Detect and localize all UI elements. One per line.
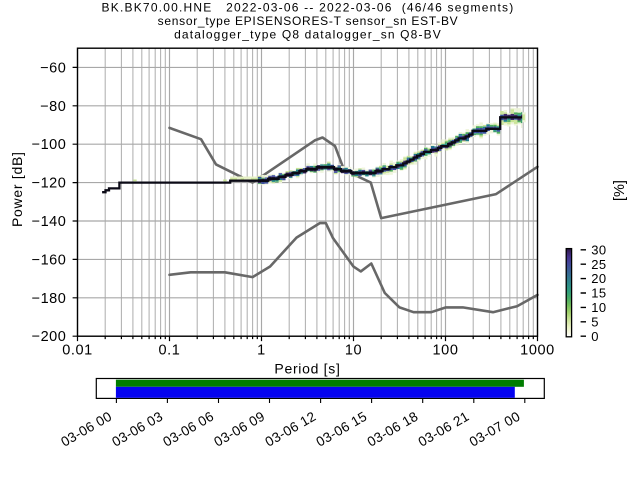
svg-text:−100: −100 — [32, 137, 67, 153]
svg-text:100: 100 — [433, 343, 459, 359]
svg-text:15: 15 — [591, 286, 606, 301]
svg-text:30: 30 — [591, 242, 606, 257]
svg-text:Power [dB]: Power [dB] — [9, 151, 25, 227]
svg-text:1000: 1000 — [520, 343, 555, 359]
svg-text:25: 25 — [591, 257, 606, 272]
svg-text:−160: −160 — [32, 252, 67, 268]
svg-text:−200: −200 — [32, 329, 67, 345]
svg-text:10: 10 — [345, 343, 362, 359]
svg-text:sensor_type EPISENSORES-T sens: sensor_type EPISENSORES-T sensor_sn EST-… — [158, 14, 459, 28]
svg-text:0: 0 — [591, 329, 599, 344]
svg-text:0.01: 0.01 — [62, 343, 93, 359]
svg-text:10: 10 — [591, 300, 606, 315]
svg-text:5: 5 — [591, 314, 599, 329]
svg-text:−80: −80 — [40, 99, 66, 115]
svg-text:datalogger_type Q8 datalogger_: datalogger_type Q8 datalogger_sn Q8-BV — [174, 28, 442, 42]
svg-text:−120: −120 — [32, 176, 67, 192]
svg-text:Period [s]: Period [s] — [274, 361, 340, 377]
svg-text:20: 20 — [591, 271, 606, 286]
svg-text:[%]: [%] — [612, 180, 628, 201]
svg-text:1: 1 — [257, 343, 266, 359]
svg-text:0.1: 0.1 — [159, 343, 181, 359]
svg-text:−60: −60 — [40, 60, 66, 76]
svg-text:BK.BK70.00.HNE 2022-03-06 --: BK.BK70.00.HNE 2022-03-06 -- 2022-03-06 … — [102, 1, 515, 15]
svg-text:−140: −140 — [32, 214, 67, 230]
svg-text:−180: −180 — [32, 291, 67, 307]
